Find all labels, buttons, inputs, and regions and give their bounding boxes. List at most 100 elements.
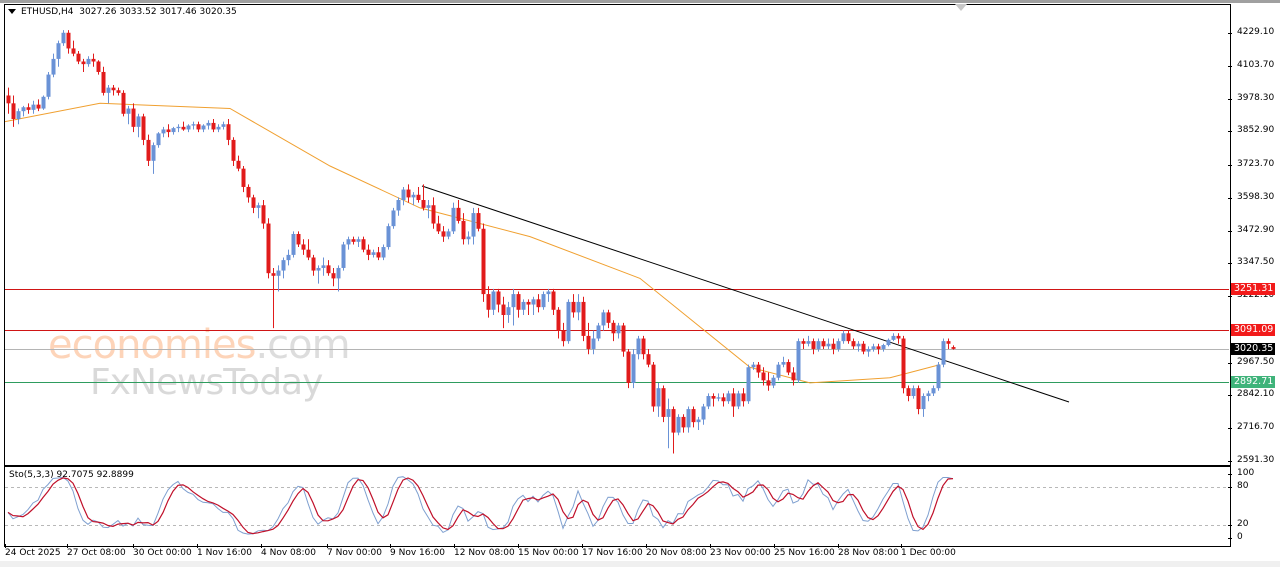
candle-body [536, 299, 541, 308]
price-pane[interactable] [4, 4, 1231, 466]
candle-body [96, 61, 101, 72]
candle-body [116, 90, 121, 93]
candle-body [551, 291, 556, 310]
candle-body [811, 341, 816, 349]
candle-body [361, 239, 366, 250]
candle-body [686, 409, 691, 428]
date-tick: 1 Dec 00:00 [901, 544, 956, 558]
candle-body [606, 312, 611, 323]
candle-body [26, 107, 31, 110]
candle-body [751, 364, 756, 368]
stoch-tick-label: 0 [1237, 532, 1243, 542]
price-tick: 4103.70 [1227, 60, 1274, 70]
price-tick-label: 3598.30 [1237, 191, 1275, 202]
dropdown-triangle-icon[interactable] [8, 9, 16, 14]
candle-body [6, 95, 11, 104]
candle-body [951, 347, 956, 349]
candle-body [436, 223, 441, 232]
candle-body [736, 393, 741, 407]
date-tick: 24 Oct 2025 [5, 544, 61, 558]
candle-body [586, 335, 591, 349]
candle-body [721, 397, 726, 402]
candle-body [496, 291, 501, 305]
price-tick: 3978.30 [1227, 93, 1274, 103]
stochastic-label: Sto(5,3,3) 92.7075 92.8899 [9, 470, 134, 480]
candle-body [871, 346, 876, 349]
date-tick: 25 Nov 16:00 [774, 544, 835, 558]
candle-body [741, 393, 746, 402]
price-axis[interactable]: 4229.10 4103.70 3978.30 3852.90 3723.70 3598.… [1227, 0, 1280, 465]
symbol-label: ETHUSD,H4 [21, 7, 74, 17]
stoch-tick-label: 20 [1237, 519, 1249, 530]
candle-body [31, 104, 36, 110]
candle-body [71, 48, 76, 54]
candle-body [886, 339, 891, 346]
candle-body [701, 406, 706, 420]
chart-title: ETHUSD,H4 3027.26 3033.52 3017.46 3020.3… [8, 7, 237, 17]
candle-body [661, 388, 666, 417]
candle-body [401, 189, 406, 201]
candle-body [711, 396, 716, 399]
date-tick: 15 Nov 00:00 [518, 544, 579, 558]
candle-body [41, 96, 46, 109]
date-tick-label: 7 Nov 00:00 [327, 548, 382, 558]
candle-body [926, 393, 931, 397]
candle-body [516, 294, 521, 310]
ohlc-values: 3027.26 3033.52 3017.46 3020.35 [79, 7, 237, 17]
candle-body [151, 145, 156, 161]
date-axis[interactable]: 24 Oct 2025 27 Oct 08:00 30 Oct 00:00 1 Nov… [0, 544, 1230, 561]
candle-body [351, 239, 356, 242]
shift-marker-icon[interactable] [955, 4, 967, 11]
candle-body [546, 291, 551, 295]
candle-body [256, 205, 261, 208]
stoch-tick: 20 [1227, 519, 1249, 530]
candle-body [781, 362, 786, 365]
stochastic-main-line [7, 476, 954, 535]
candle-body [251, 197, 256, 208]
candle-body [206, 122, 211, 126]
candle-body [566, 301, 571, 342]
candle-body [111, 87, 116, 91]
date-tick: 30 Oct 00:00 [133, 544, 192, 558]
candle-body [451, 207, 456, 232]
price-tick-label: 2716.70 [1237, 422, 1275, 433]
candle-body [481, 228, 486, 295]
price-tick-label: 4229.10 [1237, 27, 1275, 37]
candle-body [236, 160, 241, 169]
candle-body [646, 354, 651, 365]
candle-body [861, 343, 866, 352]
candle-body [571, 301, 576, 313]
candle-body [616, 325, 621, 334]
candle-body [346, 239, 351, 245]
candle-body [676, 416, 681, 433]
date-tick: 23 Nov 00:00 [710, 544, 771, 558]
date-tick-label: 17 Nov 16:00 [582, 548, 643, 558]
candle-body [316, 267, 321, 271]
candle-body [396, 200, 401, 211]
candle-body [161, 129, 166, 134]
resistance-1-price-tag: 3251.31 [1231, 282, 1275, 295]
candle-body [576, 301, 581, 313]
candle-body [941, 341, 946, 365]
stochastic-signal-line [7, 477, 954, 535]
date-tick: 9 Nov 16:00 [390, 544, 445, 558]
price-tick: 2842.10 [1227, 389, 1274, 399]
candle-body [791, 372, 796, 381]
candle-body [46, 74, 51, 97]
candle-body [921, 396, 926, 410]
candle-body [936, 364, 941, 389]
date-tick: 7 Nov 00:00 [327, 544, 382, 558]
candle-body [301, 244, 306, 250]
candle-body [531, 299, 536, 305]
stochastic-pane[interactable] [4, 466, 1231, 547]
stochastic-axis[interactable]: 100 80 20 0 [1227, 465, 1280, 545]
candle-body [456, 207, 461, 221]
candle-body [611, 322, 616, 334]
candle-body [806, 341, 811, 344]
candle-body [946, 341, 951, 344]
candle-body [101, 71, 106, 93]
price-tick-label: 3222.10 [1237, 290, 1275, 301]
candle-body [911, 388, 916, 397]
price-tick-label: 3852.90 [1237, 125, 1275, 136]
